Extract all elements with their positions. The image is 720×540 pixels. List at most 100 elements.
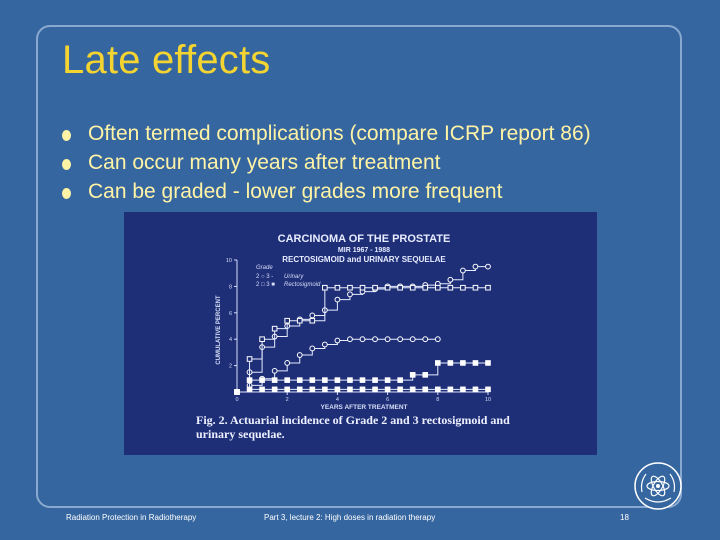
chart-axes: 2 4 6 8 10 0 2 4 6 8 10: [226, 258, 491, 403]
data-point: [460, 386, 466, 393]
figure-heading-1: CARCINOMA OF THE PROSTATE: [278, 233, 451, 245]
data-point: [447, 276, 454, 283]
data-point: [334, 284, 341, 291]
bullet-text: Can occur many years after treatment: [88, 151, 441, 174]
data-point: [259, 336, 265, 343]
figure-caption-line-2: urinary sequelae.: [196, 427, 285, 441]
data-point: [347, 386, 353, 393]
legend-row-2-name: Rectosigmoid: [284, 282, 321, 288]
y-tick-label: 2: [229, 364, 232, 370]
x-tick-label: 10: [485, 397, 491, 403]
data-point: [347, 291, 353, 298]
data-point: [322, 386, 328, 393]
data-point: [447, 360, 454, 366]
x-tick-label: 0: [235, 397, 238, 403]
figure-heading-3: RECTOSIGMOID and URINARY SEQUELAE: [282, 255, 446, 264]
y-tick-label: 10: [226, 258, 232, 264]
data-point: [246, 386, 253, 393]
data-point: [409, 372, 416, 378]
data-point: [409, 284, 416, 291]
bullet-item: Often termed complications (compare ICRP…: [62, 122, 591, 151]
iaea-atom-logo-icon: [634, 462, 682, 510]
data-point: [422, 284, 429, 291]
data-point: [409, 336, 416, 343]
data-point: [309, 312, 316, 319]
data-point: [384, 386, 391, 393]
data-point: [284, 317, 290, 324]
data-point: [271, 386, 278, 393]
figure-image: CARCINOMA OF THE PROSTATE MIR 1967 - 198…: [124, 212, 597, 455]
x-tick-label: 6: [386, 397, 389, 403]
data-point: [271, 325, 278, 332]
data-point: [422, 336, 429, 343]
bullet-item: Can be graded - lower grades more freque…: [62, 180, 591, 209]
data-point: [372, 377, 378, 383]
bullet-item: Can occur many years after treatment: [62, 151, 591, 180]
data-point: [359, 336, 366, 343]
data-point: [359, 386, 366, 393]
data-point: [309, 386, 316, 393]
data-point: [460, 267, 466, 274]
data-point: [485, 360, 491, 366]
bullet-dot-icon: [62, 188, 71, 199]
chart-series: [234, 263, 491, 395]
figure-caption-line-1: Fig. 2. Actuarial incidence of Grade 2 a…: [196, 413, 510, 427]
y-tick-label: 6: [229, 311, 232, 317]
bullet-dot-icon: [62, 130, 71, 141]
data-point: [271, 377, 278, 383]
y-axis-label: CUMULATIVE PERCENT: [216, 295, 222, 365]
y-tick-label: 4: [229, 337, 232, 343]
data-point: [397, 284, 403, 291]
bullet-list: Often termed complications (compare ICRP…: [62, 122, 591, 209]
data-point: [259, 377, 265, 383]
data-point: [485, 284, 491, 291]
footer-lecture-title: Part 3, lecture 2: High doses in radiati…: [264, 513, 436, 522]
data-point: [347, 377, 353, 383]
data-point: [460, 360, 466, 366]
data-point: [372, 386, 378, 393]
data-point: [322, 284, 328, 291]
data-point: [296, 377, 303, 383]
data-point: [372, 284, 378, 291]
data-point: [422, 386, 429, 393]
data-point: [321, 341, 328, 348]
footer-page-number: 18: [620, 513, 629, 522]
data-point: [296, 352, 303, 358]
data-point: [447, 284, 454, 291]
data-point: [334, 386, 341, 393]
data-point: [284, 377, 290, 383]
data-point: [246, 356, 253, 362]
data-point: [309, 377, 316, 383]
series-line: [237, 388, 488, 393]
data-point: [422, 372, 429, 378]
data-point: [485, 263, 491, 270]
bullet-text: Often termed complications (compare ICRP…: [88, 122, 591, 145]
data-point: [384, 284, 391, 291]
data-point: [296, 317, 303, 324]
x-tick-label: 2: [286, 397, 289, 403]
slide-title: Late effects: [62, 38, 271, 82]
data-point: [447, 386, 454, 393]
data-point: [460, 284, 466, 291]
data-point: [309, 345, 316, 352]
bullet-text: Can be graded - lower grades more freque…: [88, 180, 503, 203]
data-point: [334, 377, 341, 383]
data-point: [234, 389, 240, 395]
data-point: [259, 386, 265, 393]
data-point: [359, 377, 366, 383]
data-point: [309, 317, 316, 324]
data-point: [397, 386, 403, 393]
data-point: [384, 377, 391, 383]
x-axis-label: YEARS AFTER TREATMENT: [320, 404, 407, 411]
data-point: [384, 336, 391, 343]
data-point: [472, 284, 479, 291]
data-point: [434, 336, 441, 343]
data-point: [435, 284, 441, 291]
figure-heading-2: MIR 1967 - 1988: [338, 247, 390, 254]
data-point: [322, 377, 328, 383]
data-point: [472, 386, 479, 393]
data-point: [284, 386, 290, 393]
data-point: [435, 386, 441, 393]
data-point: [347, 284, 353, 291]
y-tick-label: 8: [229, 284, 232, 290]
